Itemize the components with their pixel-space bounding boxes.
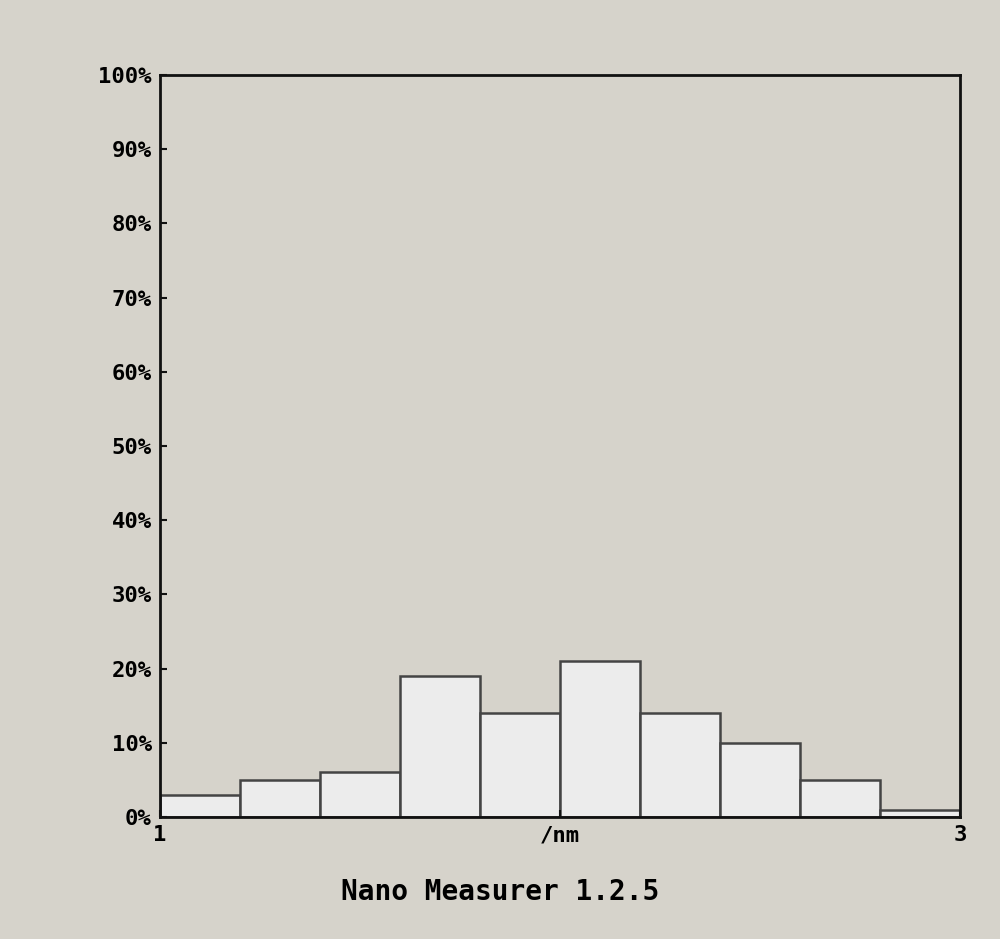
Bar — [560, 661, 640, 817]
Bar — [480, 713, 560, 817]
Bar — [720, 743, 800, 817]
Bar — [880, 809, 960, 817]
Bar — [240, 779, 320, 817]
Bar — [400, 676, 480, 817]
Bar — [800, 779, 880, 817]
Bar — [640, 713, 720, 817]
Bar — [160, 794, 240, 817]
Text: Nano Measurer 1.2.5: Nano Measurer 1.2.5 — [341, 878, 659, 906]
Bar — [320, 773, 400, 817]
